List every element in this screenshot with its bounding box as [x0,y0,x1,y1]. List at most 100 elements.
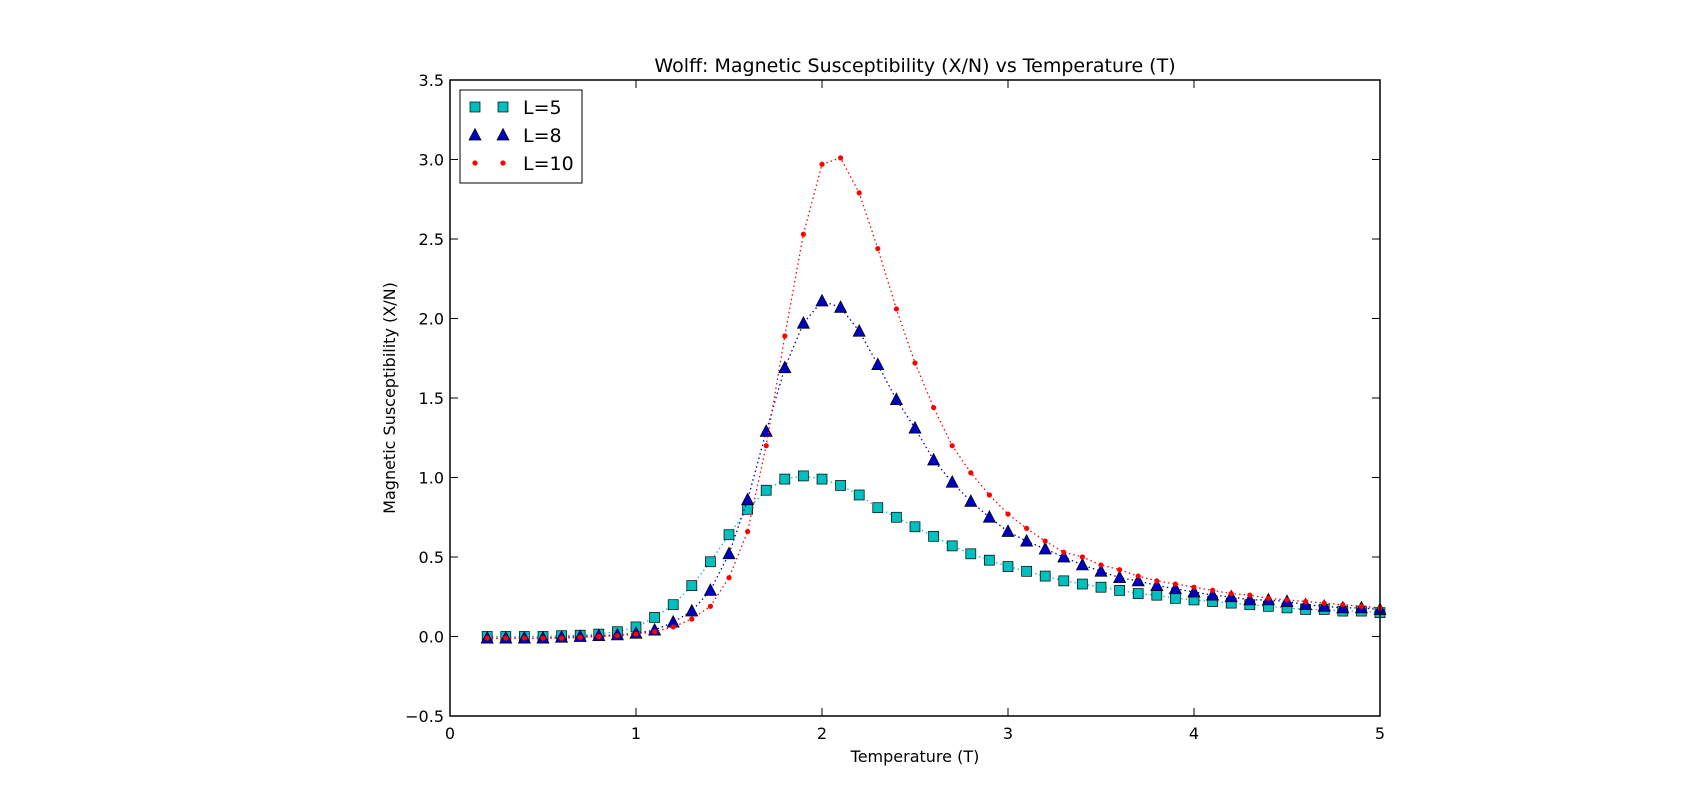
data-point [1168,581,1182,595]
data-point [931,404,937,411]
legend-marker [472,160,478,166]
data-point [703,583,717,596]
legend-marker [469,101,481,113]
data-point [1042,538,1048,544]
data-point [1321,600,1327,606]
data-point [1021,565,1032,577]
data-point [834,300,848,313]
y-tick-label: 2.0 [419,310,444,329]
data-point [686,580,698,591]
data-point [559,635,565,641]
data-point [577,634,583,640]
legend-label: L=10 [523,153,574,175]
data-point [1154,578,1160,584]
data-point [689,616,695,622]
data-point [927,452,941,466]
data-point [838,155,844,161]
data-point [1077,578,1088,590]
data-point [908,420,922,434]
data-point [891,511,902,523]
data-point [1284,597,1290,603]
data-point [819,161,825,167]
data-point [816,473,828,485]
data-point [1170,592,1181,604]
data-point [1094,564,1108,577]
y-tick-label: 3.5 [419,71,444,90]
data-point [965,548,977,560]
data-point [875,245,881,252]
data-point [798,470,809,482]
y-tick-label: −0.5 [405,707,444,726]
data-point [909,521,921,533]
legend-entry: L=8 [468,125,562,147]
legend-marker [468,127,482,141]
data-point [1358,603,1364,609]
data-point [779,473,791,485]
data-point [1098,562,1104,568]
data-point [1131,573,1145,587]
data-point [982,509,996,523]
x-tick-label: 0 [445,724,455,743]
legend-marker [500,160,506,166]
data-point [964,494,978,507]
data-point [1002,561,1014,572]
series-line [487,157,1381,639]
data-point [1135,573,1141,579]
data-point [614,633,621,639]
legend-marker [496,127,510,141]
data-point [871,357,885,370]
data-point [1340,602,1346,608]
data-point [521,635,528,641]
data-point [1038,541,1052,555]
data-point [796,316,810,329]
data-point [596,633,602,640]
data-point [778,360,792,374]
series-2 [480,293,1387,644]
data-point [1039,570,1051,582]
data-point [946,540,958,552]
legend-label: L=5 [523,97,562,119]
data-point [835,480,846,491]
data-point [722,546,736,560]
data-point [667,599,679,611]
chart-title: Wolff: Magnetic Susceptibility (X/N) vs … [654,55,1175,77]
data-point [856,190,862,196]
data-point [1191,584,1197,590]
data-point [1265,595,1271,601]
series-1 [481,470,1386,642]
data-point [1303,598,1309,605]
data-point [1024,525,1030,531]
x-axis-label: Temperature (T) [850,747,980,766]
series-line [487,300,1381,639]
data-point [685,603,699,617]
x-tick-label: 3 [1003,724,1013,743]
data-point [1150,578,1164,591]
data-point [652,629,658,635]
x-tick-label: 2 [817,724,827,743]
y-tick-label: 1.5 [419,389,444,408]
data-point [759,424,773,437]
data-point [707,603,714,609]
data-point [872,502,884,514]
data-point [723,529,735,541]
data-point [763,443,769,449]
data-point [633,631,639,637]
data-point [912,360,918,366]
ticks-layer: 0 1 2 3 4 5 −0.5 0.0 0.5 1.0 1.5 2.0 2.5 3.0 3.5 [405,71,1385,743]
y-tick-label: 2.5 [419,230,444,249]
data-point [1243,592,1257,606]
data-point [741,492,755,506]
data-point [945,475,959,488]
data-point [984,554,995,566]
data-point [1117,567,1123,573]
data-point [670,624,676,630]
data-point [1075,557,1089,571]
legend-label: L=8 [523,125,562,147]
x-tick-label: 4 [1189,724,1199,743]
data-point [1001,524,1015,537]
y-tick-label: 0.5 [419,548,444,567]
data-point [760,484,772,496]
legend-entry: L=10 [472,153,574,175]
data-point [1247,592,1253,598]
